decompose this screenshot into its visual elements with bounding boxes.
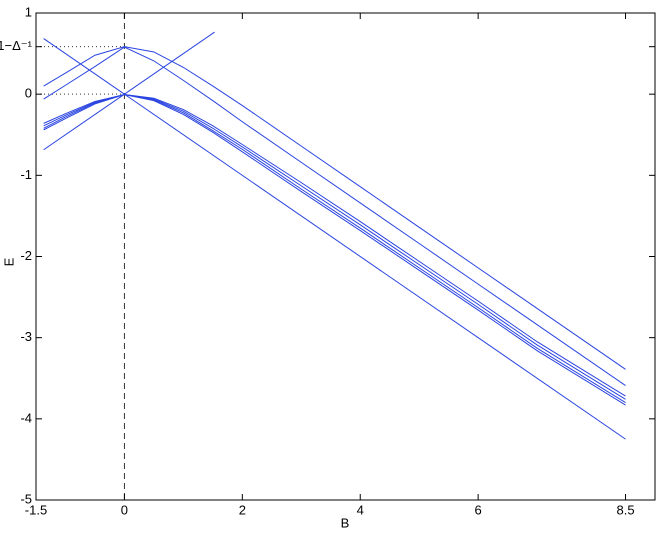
x-axis-label: B: [341, 515, 350, 530]
data-line: [43, 31, 215, 151]
y-tick-label: -1: [20, 167, 32, 182]
data-line: [43, 46, 626, 370]
x-tick-label: 6: [475, 502, 482, 517]
y-tick-label: 0: [25, 86, 32, 101]
y-tick-label: 1: [25, 4, 32, 19]
x-tick-label: 2: [239, 502, 246, 517]
x-tick-label: -1.5: [25, 502, 47, 517]
data-line: [43, 94, 626, 400]
y-tick-label: -3: [20, 329, 32, 344]
y-axis-label: E: [1, 257, 16, 266]
y-tick-label: -4: [20, 410, 32, 425]
data-line: [43, 38, 626, 440]
x-tick-label: 0: [121, 502, 128, 517]
y-tick-label: -5: [20, 491, 32, 506]
data-line: [43, 94, 626, 404]
data-line: [43, 94, 626, 397]
x-tick-label: 4: [357, 502, 364, 517]
data-line: [43, 94, 626, 406]
x-tick-label: 8.5: [616, 502, 634, 517]
y-tick-label: -2: [20, 248, 32, 263]
y-tick-label: 1−Δ⁻¹: [0, 38, 33, 53]
plot-frame: [35, 12, 656, 501]
data-line: [43, 46, 626, 386]
